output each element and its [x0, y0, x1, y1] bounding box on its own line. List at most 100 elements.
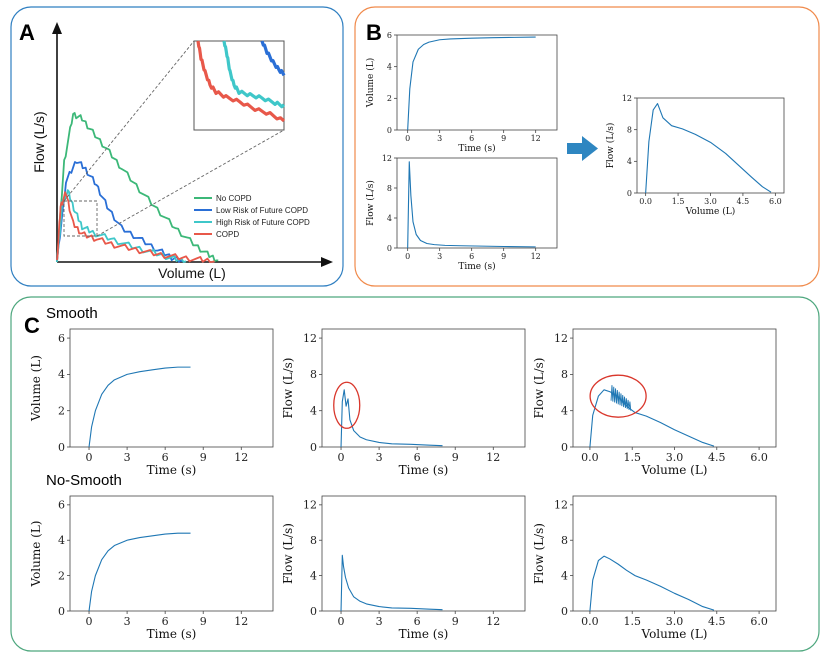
- series-line: [56, 161, 183, 263]
- x-tick-label: 3.0: [666, 451, 684, 464]
- x-tick-label: 0.0: [639, 197, 652, 206]
- x-axis-label: Volume (L): [158, 265, 226, 281]
- y-tick-label: 2: [387, 94, 392, 103]
- section-smooth-label: Smooth: [46, 305, 98, 322]
- y-tick-label: 12: [303, 332, 317, 345]
- y-tick-label: 4: [58, 534, 65, 547]
- y-tick-label: 8: [561, 368, 568, 381]
- y-tick-label: 0: [310, 441, 317, 454]
- chart-A-main: Volume (L) Flow (L/s) No COPD Low Risk of F…: [31, 22, 333, 281]
- x-tick-label: 0: [405, 134, 410, 143]
- x-axis-label: Time (s): [147, 463, 197, 477]
- y-tick-label: 0: [58, 605, 65, 618]
- x-tick-label: 9: [452, 451, 459, 464]
- x-tick-label: 3: [376, 615, 383, 628]
- data-line: [88, 366, 191, 448]
- x-tick-label: 3: [376, 451, 383, 464]
- x-tick-label: 12: [486, 615, 500, 628]
- y-tick-label: 2: [58, 569, 65, 582]
- plot-frame: [636, 97, 785, 194]
- legend-label: High Risk of Future COPD: [216, 218, 310, 227]
- x-tick-label: 0: [86, 451, 93, 464]
- panel-a-frame: [10, 6, 344, 287]
- y-tick-label: 4: [387, 214, 392, 223]
- x-axis-label: Volume (L): [641, 627, 708, 641]
- legend: No COPD Low Risk of Future COPD High Risk …: [194, 194, 310, 239]
- x-tick-label: 6.0: [769, 197, 782, 206]
- y-tick-label: 4: [561, 569, 568, 582]
- panel-a-letter: A: [19, 20, 35, 45]
- x-tick-label: 4.5: [737, 197, 750, 206]
- x-tick-label: 6: [469, 252, 474, 261]
- y-axis-label: Flow (L/s): [532, 523, 546, 584]
- y-tick-label: 12: [303, 499, 317, 512]
- data-line: [407, 36, 536, 131]
- y-axis-label: Flow (L/s): [281, 523, 295, 584]
- legend-label: COPD: [216, 230, 239, 239]
- y-tick-label: 0: [310, 605, 317, 618]
- x-tick-label: 3: [437, 252, 442, 261]
- x-tick-label: 0.0: [581, 451, 599, 464]
- y-tick-label: 0: [561, 605, 568, 618]
- chart-B-flow-volume: 0.0 1.5 3.0 4.5 6.0 0 4 8 12 Volume (L) Flow (L/s): [605, 94, 785, 217]
- x-tick-label: 0: [338, 615, 345, 628]
- oscillation-trace: [610, 385, 632, 411]
- y-tick-label: 0: [58, 441, 65, 454]
- data-line: [88, 532, 191, 612]
- y-tick-label: 0: [387, 244, 392, 253]
- x-tick-label: 0: [405, 252, 410, 261]
- x-tick-label: 12: [234, 615, 248, 628]
- x-tick-label: 0: [86, 615, 93, 628]
- x-tick-label: 3: [124, 615, 131, 628]
- x-tick-label: 3: [437, 134, 442, 143]
- x-tick-label: 12: [234, 451, 248, 464]
- y-tick-label: 8: [310, 534, 317, 547]
- x-axis-label: Volume (L): [641, 463, 708, 477]
- x-tick-label: 3.0: [704, 197, 717, 206]
- plot-frame: [69, 328, 274, 448]
- data-line: [407, 161, 536, 249]
- panel-c-letter: C: [24, 313, 40, 338]
- panel-c-frame: [10, 296, 820, 652]
- x-tick-label: 9: [200, 451, 207, 464]
- plot-frame: [69, 495, 274, 612]
- plot-frame: [321, 495, 526, 612]
- chart-B-flow-time: 0 3 6 9 12 0 4 8 12 Time (s) Flow (L/s): [365, 154, 558, 272]
- x-tick-label: 12: [531, 134, 541, 143]
- inset-series-line: [260, 40, 286, 77]
- y-tick-label: 4: [561, 405, 568, 418]
- chart-C-smooth-flow-time: 0 3 6 9 12 0 4 8 12 Time (s) Flow (L/s): [281, 328, 526, 477]
- legend-label: No COPD: [216, 194, 252, 203]
- x-tick-label: 6: [162, 615, 169, 628]
- y-tick-label: 4: [627, 157, 632, 166]
- x-tick-label: 6: [469, 134, 474, 143]
- x-axis-label: Time (s): [147, 627, 197, 641]
- zoom-inset: [193, 40, 286, 131]
- arrow-icon: [567, 136, 598, 161]
- x-tick-label: 6: [414, 615, 421, 628]
- y-tick-label: 8: [310, 368, 317, 381]
- x-tick-label: 6: [414, 451, 421, 464]
- x-tick-label: 0.0: [581, 615, 599, 628]
- y-axis-label: Flow (L/s): [605, 123, 616, 169]
- x-tick-label: 9: [452, 615, 459, 628]
- panel-b-frame: [354, 6, 820, 287]
- y-axis-label: Flow (L/s): [31, 111, 47, 172]
- x-tick-label: 12: [486, 451, 500, 464]
- x-tick-label: 4.5: [708, 451, 726, 464]
- y-tick-label: 0: [387, 126, 392, 135]
- data-line: [340, 554, 443, 612]
- chart-C-smooth-flow-volume: 0.0 1.5 3.0 4.5 6.0 0 4 8 12 Volume (L) Flow (L/s): [532, 328, 777, 477]
- panel-b-letter: B: [366, 20, 382, 45]
- y-tick-label: 12: [554, 499, 568, 512]
- x-tick-label: 6.0: [750, 451, 768, 464]
- y-tick-label: 4: [310, 405, 317, 418]
- y-tick-label: 8: [627, 125, 632, 134]
- plot-frame: [396, 34, 558, 131]
- data-line: [589, 389, 715, 448]
- x-tick-label: 9: [501, 252, 506, 261]
- y-tick-label: 6: [387, 31, 392, 40]
